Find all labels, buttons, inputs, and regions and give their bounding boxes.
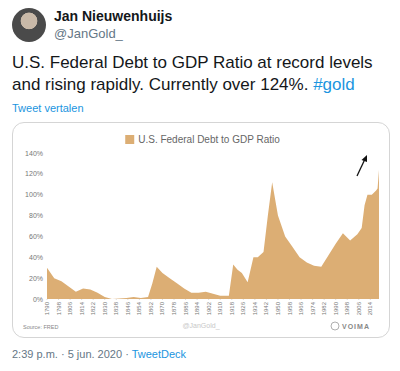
x-tick: [162, 299, 163, 300]
y-tick: [45, 153, 47, 154]
tweet-time: 2:39 p.m.: [12, 348, 58, 360]
x-tick-label: 1790: [44, 301, 50, 315]
y-tick: [45, 278, 47, 279]
plot-area: [47, 170, 379, 299]
x-tick-label: 1870: [159, 301, 165, 315]
x-tick: [347, 299, 348, 300]
x-tick-label: 1998: [344, 301, 350, 315]
source-note: Source: FRED: [23, 324, 58, 330]
x-tick: [289, 299, 290, 300]
x-tick-label: 1878: [171, 301, 177, 315]
x-tick-label: 1846: [125, 301, 131, 315]
x-tick: [58, 299, 59, 300]
author-name: Jan Nieuwenhuijs: [54, 8, 172, 24]
x-tick: [197, 299, 198, 300]
x-tick-label: 1894: [194, 301, 200, 315]
x-tick-label: 1862: [148, 301, 154, 315]
debt-area: [47, 170, 379, 299]
x-tick-label: 1926: [240, 301, 246, 315]
x-tick: [254, 299, 255, 300]
x-tick-label: 2014: [367, 301, 373, 315]
logo-icon: [331, 322, 339, 330]
x-tick: [174, 299, 175, 300]
tweet-footer: 2:39 p.m. · 5 jun. 2020 · TweetDeck: [12, 348, 186, 360]
y-tick: [45, 299, 47, 300]
tweet-date: 5 jun. 2020: [68, 348, 122, 360]
y-tick: [45, 257, 47, 258]
legend-swatch: [125, 135, 134, 144]
chart-title: U.S. Federal Debt to GDP Ratio: [138, 134, 280, 145]
x-tick-label: 1822: [90, 301, 96, 315]
y-tick-label: 100%: [25, 191, 43, 198]
x-tick: [185, 299, 186, 300]
y-tick-label: 60%: [29, 233, 43, 240]
x-tick-label: 1806: [67, 301, 73, 315]
x-tick: [231, 299, 232, 300]
x-tick-label: 1886: [183, 301, 189, 315]
x-tick: [358, 299, 359, 300]
y-tick-label: 0%: [33, 296, 43, 303]
x-tick: [47, 299, 48, 300]
watermark: @JanGold_: [182, 322, 219, 330]
x-tick-label: 1958: [287, 301, 293, 315]
x-tick: [335, 299, 336, 300]
x-tick-label: 1798: [56, 301, 62, 315]
x-tick-label: 1910: [217, 301, 223, 315]
x-tick: [312, 299, 313, 300]
x-tick-label: 1934: [252, 301, 258, 315]
separator: ·: [61, 348, 65, 360]
x-tick: [266, 299, 267, 300]
x-tick: [150, 299, 151, 300]
x-tick-label: 1982: [321, 301, 327, 315]
chart: U.S. Federal Debt to GDP Ratio 0% 20% 40% 60…: [13, 123, 389, 337]
x-tick-label: 1966: [298, 301, 304, 315]
logo-text: VOIMA: [342, 323, 370, 330]
hashtag: #gold: [313, 75, 355, 94]
x-tick: [370, 299, 371, 300]
y-tick: [45, 194, 47, 195]
x-tick: [324, 299, 325, 300]
separator: ·: [125, 348, 129, 360]
x-tick-label: 2006: [356, 301, 362, 315]
x-tick-label: 1942: [263, 301, 269, 315]
x-tick: [70, 299, 71, 300]
y-tick-label: 140%: [25, 150, 43, 157]
tweet-text: U.S. Federal Debt to GDP Ratio at record…: [12, 52, 392, 96]
x-tick: [301, 299, 302, 300]
trend-arrow: [357, 155, 367, 176]
author-handle: @JanGold_: [54, 26, 123, 41]
y-tick-label: 80%: [29, 212, 43, 219]
avatar: [12, 8, 46, 42]
x-tick-label: 1974: [310, 301, 316, 315]
x-tick: [81, 299, 82, 300]
y-tick: [45, 215, 47, 216]
y-tick: [45, 236, 47, 237]
x-tick: [93, 299, 94, 300]
x-tick-label: 1902: [206, 301, 212, 315]
x-tick-label: 1918: [229, 301, 235, 315]
x-tick-label: 1854: [136, 301, 142, 315]
translate-link: Tweet vertalen: [12, 102, 84, 114]
x-tick-label: 1990: [333, 301, 339, 315]
x-tick: [127, 299, 128, 300]
x-tick-label: 1830: [102, 301, 108, 315]
y-tick-label: 120%: [25, 170, 43, 177]
x-tick: [277, 299, 278, 300]
x-tick: [139, 299, 140, 300]
y-tick-label: 40%: [29, 254, 43, 261]
x-tick: [116, 299, 117, 300]
x-tick-label: 1814: [79, 301, 85, 315]
x-tick-label: 1950: [275, 301, 281, 315]
x-tick: [104, 299, 105, 300]
x-tick: [220, 299, 221, 300]
x-tick: [243, 299, 244, 300]
chart-card: U.S. Federal Debt to GDP Ratio 0% 20% 40% 60…: [12, 122, 390, 338]
y-tick-label: 20%: [29, 275, 43, 282]
x-tick: [208, 299, 209, 300]
x-tick-label: 1838: [113, 301, 119, 315]
y-tick: [45, 173, 47, 174]
tweet-client: TweetDeck: [132, 348, 186, 360]
